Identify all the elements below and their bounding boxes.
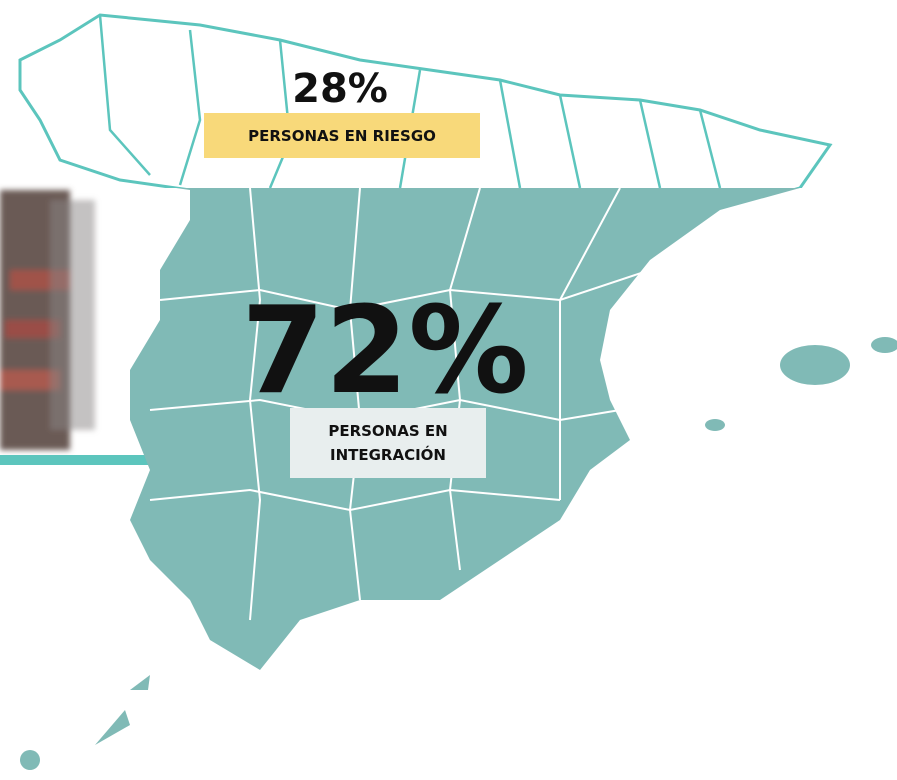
infographic: 28% PERSONAS EN RIESGO 72% PERSONAS EN I…: [0, 0, 897, 776]
page: 28% PERSONAS EN RIESGO 72% PERSONAS EN I…: [0, 0, 897, 776]
province-outlines-north: [100, 15, 720, 188]
photo-texture: [0, 190, 95, 450]
island: [20, 750, 40, 770]
integration-label: INTEGRACIÓN: [330, 445, 446, 464]
integration-box: [290, 408, 486, 478]
island: [95, 710, 130, 745]
island: [705, 419, 725, 431]
island: [871, 337, 897, 353]
integration-label: PERSONAS EN: [328, 422, 447, 440]
island: [780, 345, 850, 385]
risk-label: PERSONAS EN RIESGO: [248, 127, 436, 145]
island: [130, 675, 150, 690]
risk-value: 28%: [292, 66, 388, 112]
integration-value: 72%: [241, 282, 528, 421]
